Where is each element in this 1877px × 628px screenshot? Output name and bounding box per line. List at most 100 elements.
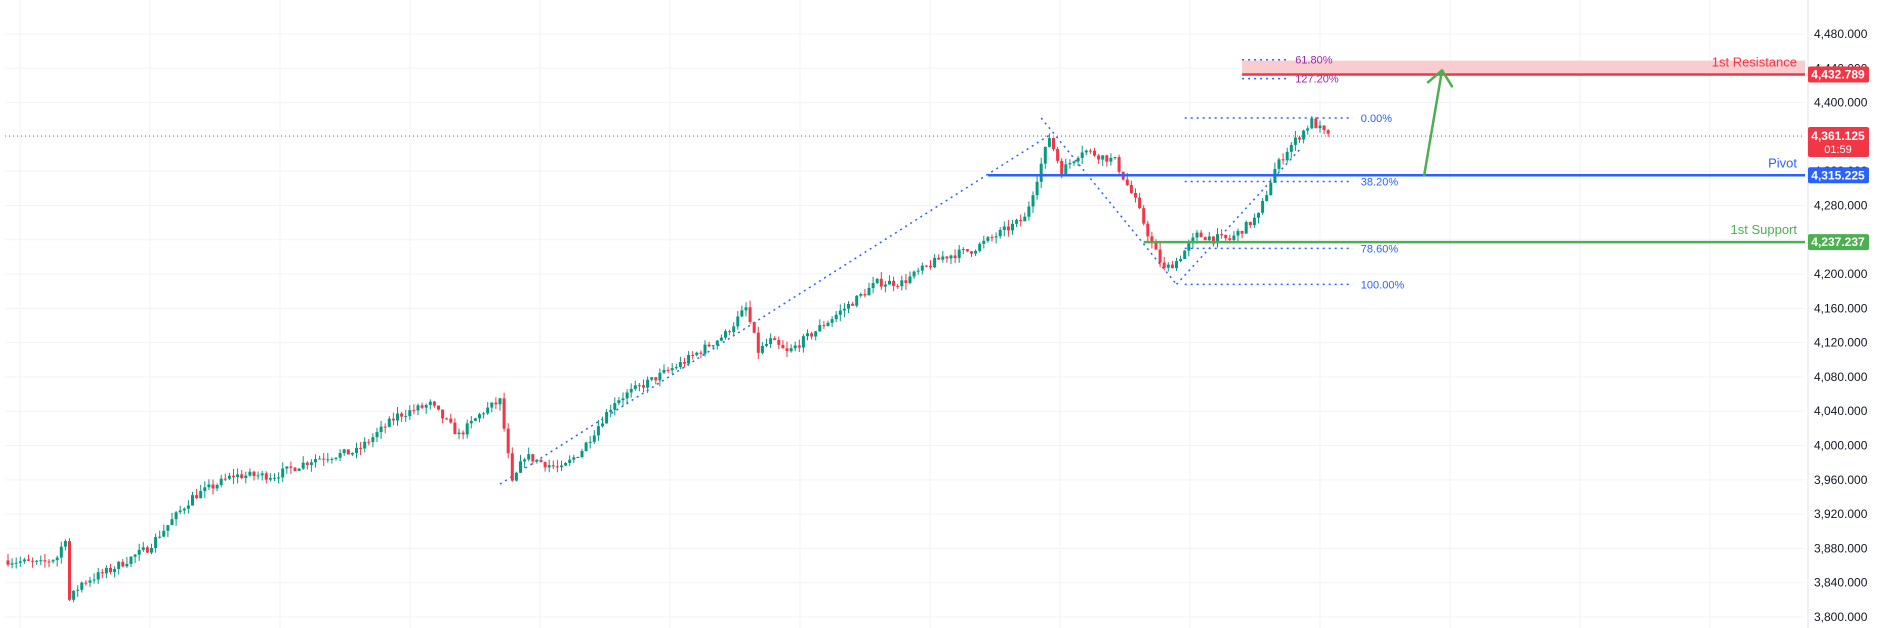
candle-body: [789, 348, 793, 352]
resistance-zone-box: [1242, 60, 1805, 75]
candle-body: [191, 495, 194, 506]
candle-body: [847, 303, 850, 309]
candle-body: [555, 466, 559, 468]
candle-body: [63, 541, 67, 547]
candle-body: [654, 377, 658, 381]
candle-body: [182, 508, 186, 511]
candle-body: [1011, 223, 1014, 231]
candle-body: [974, 250, 978, 254]
candle-body: [551, 465, 555, 467]
candle-body: [822, 325, 826, 327]
candle-body: [1076, 157, 1080, 162]
candle-body: [350, 452, 354, 455]
candle-body: [1314, 118, 1318, 129]
candle-body: [642, 385, 645, 388]
candle-body: [22, 559, 26, 562]
fib-extension-label: 61.80%: [1295, 55, 1333, 67]
candle-body: [920, 265, 924, 271]
resistance-zone: [1242, 60, 1805, 75]
candle-body: [1195, 232, 1199, 238]
candle-body: [908, 276, 912, 284]
price-axis-tick-label: 4,400.000: [1814, 96, 1868, 110]
candle-body: [748, 307, 752, 322]
candle-body: [695, 352, 699, 356]
candle-body: [1224, 234, 1228, 239]
candle-body: [769, 338, 773, 345]
candle-body: [55, 557, 59, 561]
candle-body: [461, 432, 465, 435]
candle-body: [379, 426, 383, 433]
candle-body: [47, 561, 51, 563]
candle-body: [342, 449, 346, 454]
candle-body: [1084, 150, 1088, 153]
candle-body: [473, 418, 477, 421]
candle-body: [703, 344, 707, 354]
candle-body: [1240, 230, 1244, 234]
price-axis-tick-label: 4,280.000: [1814, 198, 1868, 212]
candle-body: [1043, 146, 1047, 164]
candle-body: [994, 236, 998, 238]
candle-body: [1306, 128, 1310, 131]
candle-body: [326, 459, 330, 461]
candle-body: [506, 428, 510, 454]
candle-body: [1199, 232, 1203, 238]
candle-body: [1302, 130, 1306, 140]
candle-body: [728, 331, 732, 333]
candle-body: [309, 462, 313, 465]
candle-body: [576, 457, 580, 459]
candle-body: [1027, 206, 1031, 217]
candle-body: [687, 355, 691, 364]
candle-body: [338, 453, 342, 458]
candle-body: [965, 249, 969, 252]
candle-body: [736, 316, 740, 327]
price-axis-tick-label: 4,040.000: [1814, 404, 1868, 418]
candle-body: [18, 561, 22, 563]
price-tags: 4,432.789 4,315.225 4,237.237 4,361.12501:5…: [1808, 66, 1869, 251]
candle-body: [437, 405, 440, 410]
candle-body: [580, 451, 584, 458]
candle-body: [633, 385, 637, 389]
candle-body: [445, 418, 449, 420]
candle-body: [986, 237, 990, 241]
candle-body: [35, 560, 39, 562]
candle-body: [871, 283, 875, 288]
price-axis-tick-label: 3,840.000: [1814, 576, 1868, 590]
candle-body: [314, 459, 317, 463]
candle-body: [117, 561, 121, 569]
candle-body: [514, 472, 518, 481]
candle-body: [330, 458, 334, 460]
candle-body: [982, 240, 986, 244]
candle-body: [1113, 157, 1117, 159]
grid: [5, 0, 1809, 628]
candle-body: [125, 563, 129, 567]
candle-body: [486, 407, 490, 414]
candle-body: [6, 560, 10, 565]
candle-body: [68, 541, 71, 600]
candle-body: [371, 437, 375, 443]
candle-body: [1068, 163, 1072, 165]
candle-body: [1203, 237, 1207, 241]
candle-body: [1101, 155, 1105, 160]
candle-body: [1088, 150, 1092, 152]
candle-body: [346, 449, 350, 455]
candle-body: [248, 471, 252, 476]
candle-body: [806, 333, 809, 337]
candle-body: [1093, 150, 1096, 156]
candle-body: [305, 462, 309, 465]
price-axis-tick-label: 4,120.000: [1814, 336, 1868, 350]
candle-body: [744, 307, 748, 311]
candle-body: [838, 310, 842, 315]
candle-body: [990, 237, 994, 239]
candle-body: [637, 385, 641, 387]
candle-body: [88, 580, 92, 583]
candle-body: [1232, 235, 1236, 240]
candle-body: [933, 257, 937, 268]
candle-body: [1261, 201, 1265, 213]
candle-body: [244, 475, 248, 479]
candle-body: [793, 345, 797, 349]
candle-body: [998, 229, 1002, 237]
candle-body: [519, 461, 522, 473]
candle-body: [560, 465, 563, 468]
candle-body: [1211, 236, 1215, 242]
